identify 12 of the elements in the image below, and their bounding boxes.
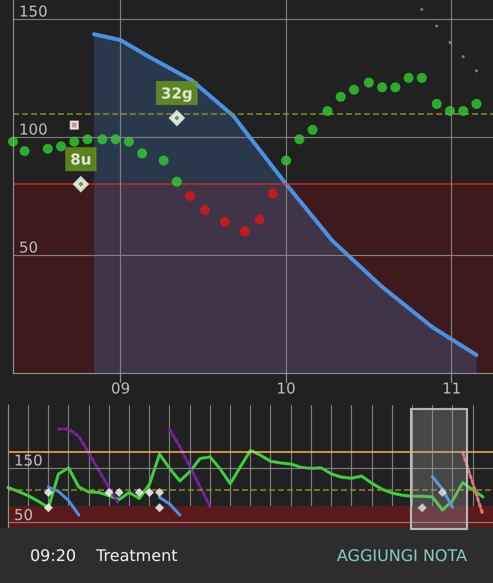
text: Treatment [96,546,178,565]
y-tick-label: 50 [14,506,34,524]
y-tick-label: 150 [19,2,48,20]
annotation: 8u [70,150,92,169]
y-tick-label: 100 [19,120,48,138]
x-tick-label: 11 [442,380,462,398]
text: AGGIUNGI NOTA [336,546,467,565]
y-tick-label: 50 [19,238,38,256]
x-tick-label: 10 [276,380,296,398]
text: 09:20 [30,546,76,565]
annotation: 32g [161,84,193,103]
x-tick-label: 09 [111,380,130,398]
